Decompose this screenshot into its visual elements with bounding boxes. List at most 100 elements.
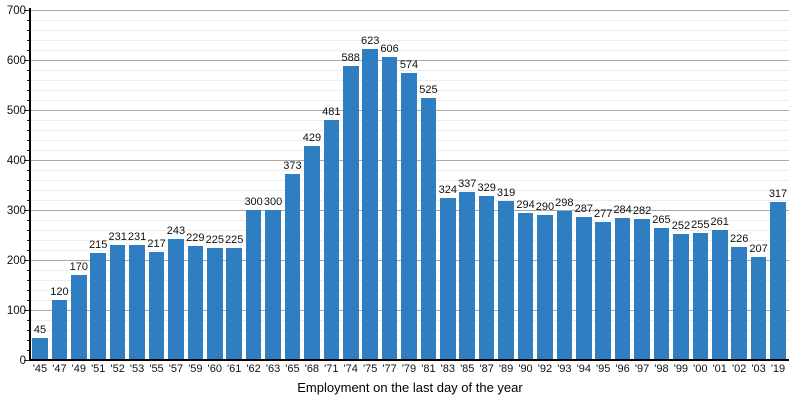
y-axis-tick xyxy=(24,110,30,111)
bar-value-label: 225 xyxy=(225,233,244,246)
x-tick-label: '53 xyxy=(129,363,145,375)
y-tick-label: 600 xyxy=(6,54,26,67)
y-axis-tick xyxy=(27,250,30,251)
bar-y53 xyxy=(129,244,145,360)
bar-y95 xyxy=(595,221,611,360)
bar-y00 xyxy=(692,232,709,360)
y-axis-spine xyxy=(29,8,31,360)
y-axis-tick xyxy=(27,30,30,31)
x-tick-label: '59 xyxy=(188,363,203,375)
bar-y60 xyxy=(206,247,223,360)
y-axis-tick xyxy=(27,270,30,271)
bar-y74 xyxy=(342,66,359,360)
bar-y68 xyxy=(304,145,320,360)
bar-y02 xyxy=(731,247,747,360)
x-tick-label: '92 xyxy=(537,363,553,375)
major-gridline xyxy=(30,10,789,11)
x-tick-label: '19 xyxy=(770,363,786,375)
bar-value-label: 252 xyxy=(671,220,691,232)
minor-gridline xyxy=(30,50,789,51)
y-axis-tick xyxy=(24,10,30,11)
bar-y57 xyxy=(168,238,184,360)
x-axis-title: Employment on the last day of the year xyxy=(297,380,523,395)
bar-value-label: 623 xyxy=(360,34,380,47)
minor-gridline xyxy=(30,40,789,41)
x-tick-label: '83 xyxy=(440,363,455,375)
x-tick-label: '68 xyxy=(304,363,320,375)
x-tick-label: '55 xyxy=(149,363,164,375)
bar-y65 xyxy=(284,173,301,360)
y-tick-label: 300 xyxy=(6,204,26,217)
bar-y99 xyxy=(673,234,689,360)
y-axis-tick xyxy=(27,230,30,231)
bar-value-label: 319 xyxy=(496,186,516,199)
y-axis-tick xyxy=(27,190,30,191)
y-axis-tick xyxy=(24,210,30,211)
bar-value-label: 217 xyxy=(147,237,166,250)
bar-value-label: 294 xyxy=(516,199,535,211)
bar-value-label: 226 xyxy=(729,233,749,245)
x-tick-label: '75 xyxy=(362,363,378,375)
bar-value-label: 606 xyxy=(380,43,399,55)
bar-y79 xyxy=(401,73,417,360)
x-tick-label: '62 xyxy=(246,363,261,375)
bar-value-label: 265 xyxy=(652,213,671,226)
y-axis-tick xyxy=(27,220,30,221)
y-axis-tick xyxy=(24,160,30,161)
y-axis-tick xyxy=(27,70,30,71)
y-axis-tick xyxy=(27,350,30,351)
bar-value-label: 481 xyxy=(322,105,341,118)
y-axis-tick xyxy=(24,260,30,261)
bar-value-label: 574 xyxy=(399,59,419,71)
bar-value-label: 588 xyxy=(341,52,360,64)
x-tick-label: '79 xyxy=(401,363,417,375)
bar-y59 xyxy=(187,245,204,360)
y-axis-tick xyxy=(27,80,30,81)
bar-value-label: 284 xyxy=(613,204,632,216)
x-tick-label: '81 xyxy=(421,363,436,375)
bar-value-label: 373 xyxy=(283,159,302,172)
y-axis-tick xyxy=(27,40,30,41)
x-tick-label: '51 xyxy=(91,363,106,375)
x-tick-label: '45 xyxy=(32,363,48,375)
x-tick-label: '57 xyxy=(168,363,184,375)
bar-value-label: 255 xyxy=(691,218,710,231)
y-tick-label: 100 xyxy=(6,304,26,317)
bar-y47 xyxy=(51,300,68,360)
minor-gridline xyxy=(30,70,789,71)
bar-value-label: 282 xyxy=(632,205,652,217)
y-axis-tick xyxy=(27,240,30,241)
bar-value-label: 337 xyxy=(458,177,477,190)
x-tick-label: '00 xyxy=(693,363,708,375)
bar-y61 xyxy=(226,247,242,360)
y-axis-tick xyxy=(27,340,30,341)
bar-value-label: 120 xyxy=(50,286,69,298)
bar-value-label: 290 xyxy=(535,201,555,213)
y-axis-tick xyxy=(27,20,30,21)
bar-value-label: 298 xyxy=(555,197,574,209)
x-tick-label: '74 xyxy=(343,363,358,375)
bar-y83 xyxy=(440,198,456,360)
x-tick-label: '93 xyxy=(557,363,572,375)
x-tick-label: '49 xyxy=(71,363,86,375)
bar-value-label: 324 xyxy=(438,184,457,196)
x-tick-label: '99 xyxy=(673,363,689,375)
bar-y62 xyxy=(245,210,262,360)
bar-y63 xyxy=(265,210,281,360)
y-axis-tick xyxy=(27,300,30,301)
bar-value-label: 317 xyxy=(768,187,788,200)
x-tick-label: '90 xyxy=(518,363,533,375)
x-tick-label: '03 xyxy=(751,363,766,375)
x-tick-label: '85 xyxy=(460,363,475,375)
y-axis-tick xyxy=(27,290,30,291)
bar-y52 xyxy=(109,244,126,360)
bar-value-label: 243 xyxy=(166,224,186,237)
bar-y87 xyxy=(478,195,495,360)
y-axis-tick xyxy=(27,100,30,101)
x-tick-label: '63 xyxy=(265,363,281,375)
bar-value-label: 170 xyxy=(69,261,88,273)
bar-value-label: 225 xyxy=(205,233,224,246)
y-tick-label: 500 xyxy=(6,104,26,117)
bar-y03 xyxy=(750,256,767,360)
